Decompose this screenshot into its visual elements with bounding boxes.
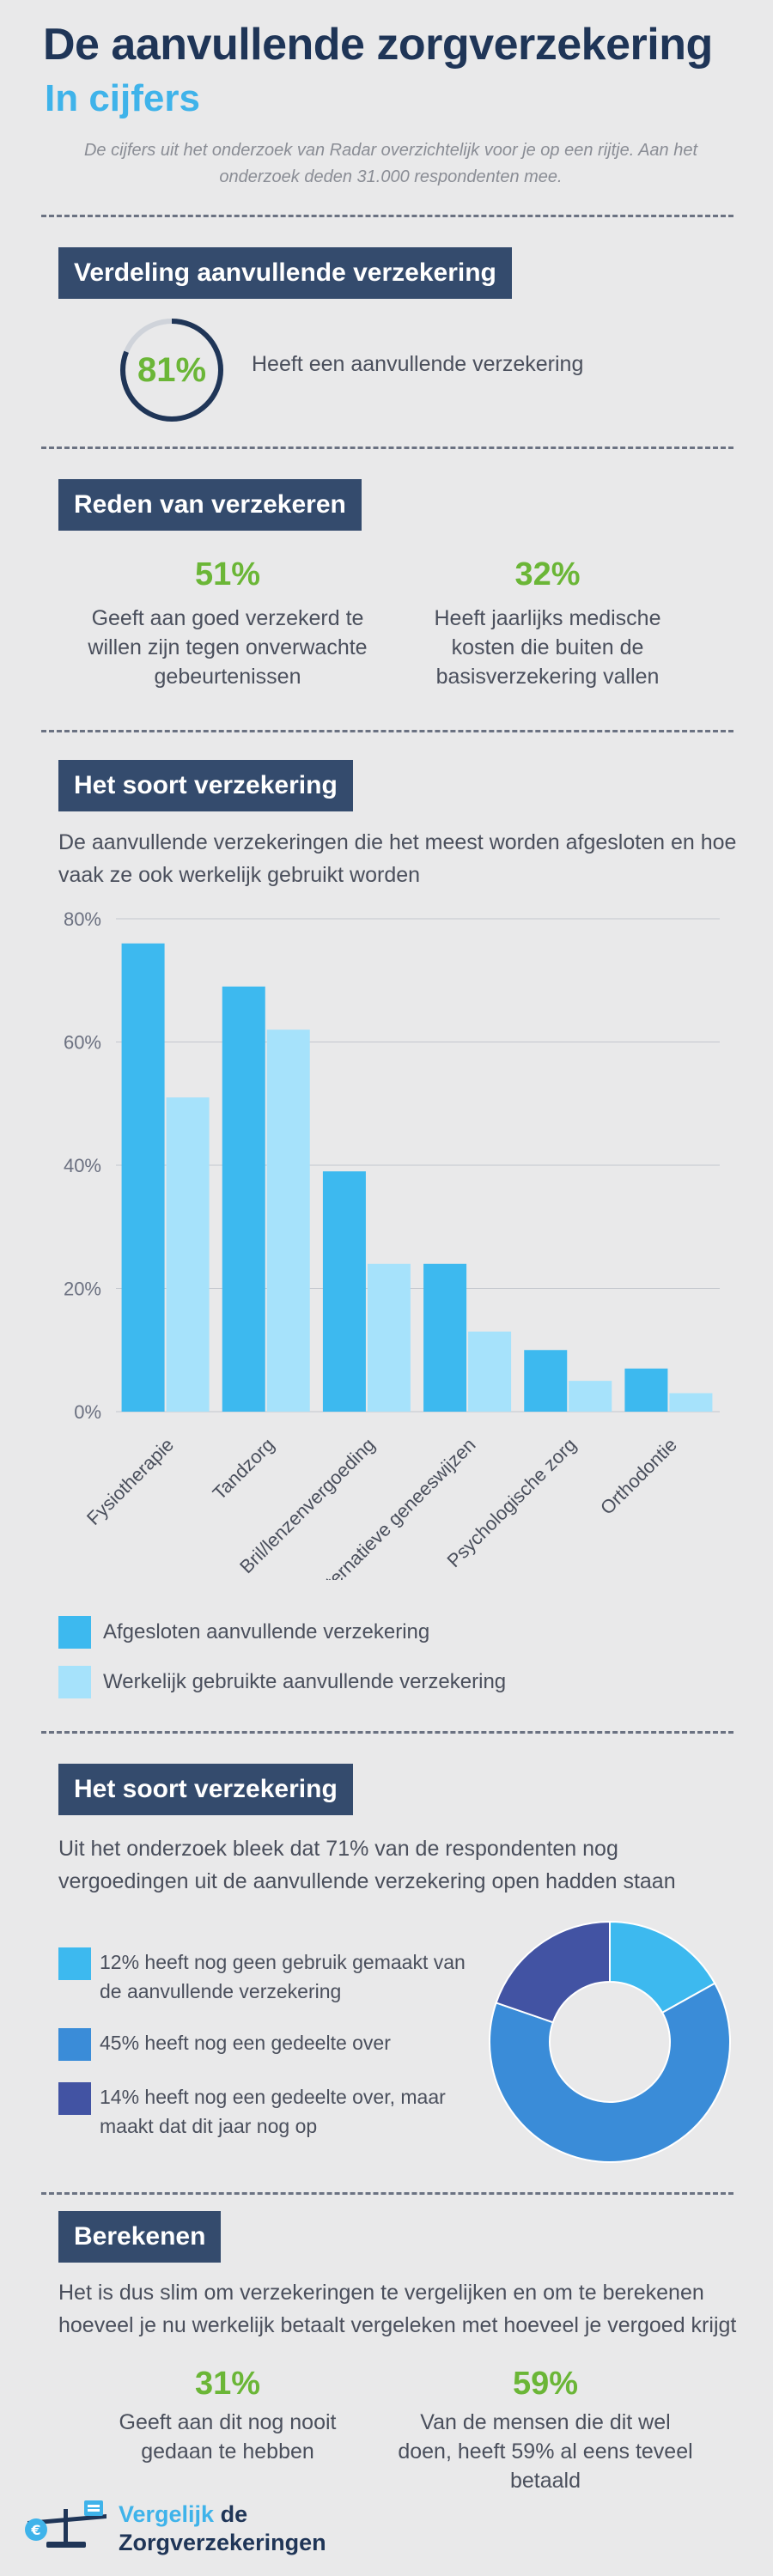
page-subtitle: In cijfers [45, 77, 200, 119]
legend-label: Werkelijk gebruikte aanvullende verzeker… [103, 1670, 507, 1693]
bar [468, 1331, 512, 1412]
section-label-berekenen: Berekenen [58, 2211, 222, 2263]
x-tick-label: Tandzorg [209, 1434, 279, 1504]
bar [222, 986, 265, 1412]
donut-legend-item: 14% heeft nog een gedeelte over, maar ma… [58, 2082, 486, 2141]
legend-swatch [58, 1666, 91, 1698]
bar [669, 1393, 713, 1412]
stat-block: 32% Heeft jaarlijks medische kosten die … [412, 556, 683, 691]
bar [121, 943, 165, 1412]
divider [41, 2192, 733, 2195]
y-tick-label: 0% [74, 1401, 101, 1423]
logo-text-part: Zorgverzekeringen [119, 2530, 326, 2555]
balance-scale-euro-icon: € [25, 2500, 107, 2548]
stat-percentage: 59% [512, 2366, 579, 2402]
divider [41, 1731, 733, 1734]
intro-text: De cijfers uit het onderzoek van Radar o… [83, 141, 698, 186]
stat-block: 51% Geeft aan goed verzekerd te willen z… [77, 556, 378, 691]
stat-text: Van de mensen die dit wel doen, heeft 59… [398, 2410, 693, 2493]
legend-swatch [58, 1947, 91, 1980]
legend-item: Werkelijk gebruikte aanvullende verzeker… [58, 1666, 506, 1698]
legend-swatch [58, 2028, 91, 2061]
percentage-ring [120, 319, 223, 422]
section-description: De aanvullende verzekeringen die het mee… [58, 830, 737, 887]
ring-description: Heeft een aanvullende verzekering [252, 352, 584, 376]
legend-item: Afgesloten aanvullende verzekering [58, 1616, 429, 1649]
logo-text-part: de [220, 2501, 248, 2527]
y-tick-label: 20% [64, 1279, 101, 1300]
bar [423, 1263, 467, 1412]
x-tick-label: Fysiotherapie [82, 1434, 178, 1529]
divider [41, 730, 733, 732]
bar [569, 1381, 612, 1412]
svg-text:€: € [30, 2522, 40, 2538]
legend-swatch [58, 2082, 91, 2115]
bar [266, 1030, 310, 1412]
logo-text-part: Vergelijk [119, 2501, 221, 2527]
bar [166, 1097, 210, 1412]
y-tick-label: 40% [64, 1155, 101, 1176]
stat-block: 31% Geeft aan dit nog nooit gedaan te he… [94, 2366, 361, 2466]
legend-label: 14% heeft nog een gedeelte over, maar ma… [100, 2086, 446, 2137]
stat-text: Geeft aan goed verzekerd te willen zijn … [88, 606, 368, 689]
section-description: Het is dus slim om verzekeringen te verg… [58, 2281, 737, 2337]
bar [367, 1263, 411, 1412]
donut-slice [495, 1920, 611, 2024]
bar [322, 1171, 366, 1412]
stat-percentage: 51% [194, 556, 261, 592]
legend-label: Afgesloten aanvullende verzekering [103, 1620, 430, 1643]
x-tick-label: Orthodontie [596, 1434, 681, 1519]
stat-text: Geeft aan dit nog nooit gedaan te hebben [119, 2410, 337, 2464]
section-label-verdeling: Verdeling aanvullende verzekering [58, 247, 512, 299]
y-tick-label: 80% [64, 908, 101, 930]
y-tick-label: 60% [64, 1032, 101, 1054]
divider [41, 215, 733, 217]
section-label-soort-2: Het soort verzekering [58, 1764, 353, 1815]
page-title: De aanvullende zorgverzekering [43, 20, 713, 70]
stat-percentage: 32% [514, 556, 581, 592]
logo-wordmark: Vergelijk de Zorgverzekeringen [119, 2500, 326, 2557]
section-label-reden: Reden van verzekeren [58, 479, 362, 531]
donut-chart [489, 1920, 731, 2163]
legend-label: 12% heeft nog geen gebruik gemaakt van d… [100, 1951, 466, 2002]
stat-text: Heeft jaarlijks medische kosten die buit… [434, 606, 661, 689]
stat-block: 59% Van de mensen die dit wel doen, heef… [391, 2366, 700, 2495]
stat-percentage: 31% [194, 2366, 261, 2402]
bar [524, 1350, 568, 1412]
donut-slice [609, 1920, 716, 2014]
section-label-soort: Het soort verzekering [58, 760, 353, 811]
legend-swatch [58, 1616, 91, 1649]
bar [624, 1368, 668, 1412]
donut-legend-item: 12% heeft nog geen gebruik gemaakt van d… [58, 1947, 486, 2006]
donut-legend-item: 45% heeft nog een gedeelte over [58, 2028, 486, 2061]
legend-label: 45% heeft nog een gedeelte over [100, 2032, 391, 2054]
donut-slice [489, 1982, 731, 2163]
divider [41, 447, 733, 449]
section-description: Uit het onderzoek bleek dat 71% van de r… [58, 1837, 676, 1893]
ring-progress [120, 319, 223, 422]
ring-value: 81% [137, 351, 207, 389]
bar-chart: 0%20%40%60%80%Fysiotherapie TandzorgBril/… [64, 908, 720, 1580]
